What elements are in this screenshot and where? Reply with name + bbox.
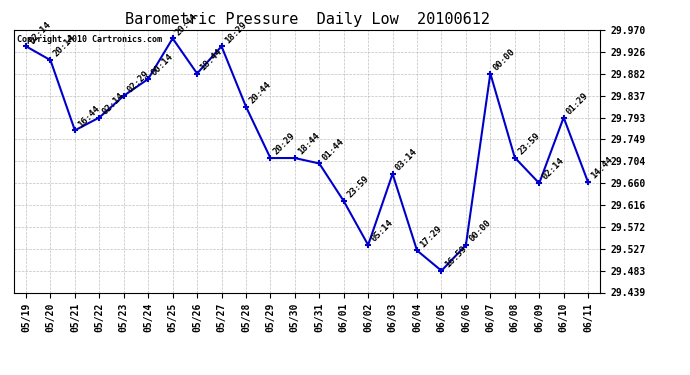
- Text: 00:14: 00:14: [150, 52, 175, 78]
- Text: 18:44: 18:44: [296, 131, 322, 157]
- Text: 20:44: 20:44: [174, 12, 199, 37]
- Text: 14:44: 14:44: [589, 156, 615, 181]
- Text: 20:29: 20:29: [272, 131, 297, 157]
- Text: 02:14: 02:14: [28, 20, 52, 45]
- Text: 18:44: 18:44: [199, 47, 224, 72]
- Text: 18:29: 18:29: [223, 20, 248, 45]
- Text: 20:44: 20:44: [247, 80, 273, 105]
- Text: 01:29: 01:29: [565, 91, 591, 116]
- Text: 03:14: 03:14: [394, 147, 420, 172]
- Text: 20:14: 20:14: [52, 33, 77, 59]
- Text: 01:44: 01:44: [321, 137, 346, 162]
- Text: 02:14: 02:14: [540, 156, 566, 182]
- Text: 16:44: 16:44: [77, 104, 101, 129]
- Text: 05:14: 05:14: [370, 218, 395, 244]
- Text: 02:29: 02:29: [125, 69, 150, 94]
- Text: 02:14: 02:14: [101, 91, 126, 116]
- Text: 17:29: 17:29: [418, 224, 444, 249]
- Text: 23:59: 23:59: [345, 174, 371, 200]
- Text: 16:59: 16:59: [443, 244, 469, 269]
- Title: Barometric Pressure  Daily Low  20100612: Barometric Pressure Daily Low 20100612: [125, 12, 489, 27]
- Text: 23:59: 23:59: [516, 131, 542, 156]
- Text: 00:00: 00:00: [467, 218, 493, 244]
- Text: 00:00: 00:00: [492, 47, 517, 72]
- Text: Copyright 2010 Cartronics.com: Copyright 2010 Cartronics.com: [17, 35, 161, 44]
